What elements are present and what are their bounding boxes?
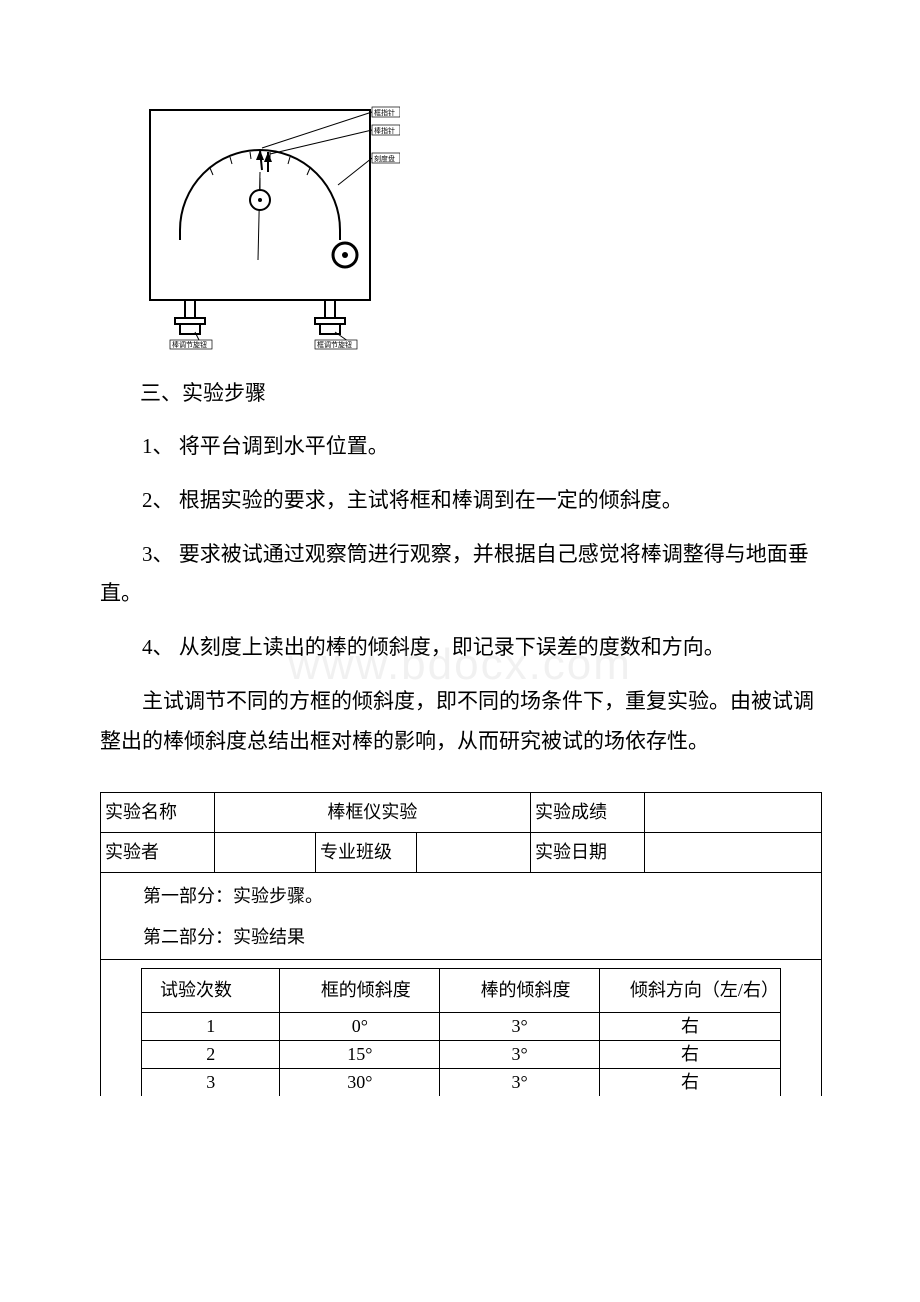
data-table: 试验次数 框的倾斜度 棒的倾斜度 倾斜方向（左/右） 1 0° 3° 右 2 1…	[141, 968, 781, 1096]
value-date	[644, 833, 821, 873]
cell-rod: 3°	[440, 1041, 600, 1069]
cell-frame: 0°	[280, 1013, 440, 1041]
label-exp-name: 实验名称	[101, 793, 215, 833]
label-class: 专业班级	[316, 833, 417, 873]
step-4: 4、 从刻度上读出的棒的倾斜度，即记录下误差的度数和方向。	[100, 628, 820, 668]
section-part2: 第二部分：实验结果	[101, 916, 822, 960]
cell-dir: 右	[599, 1013, 780, 1041]
step-1: 1、 将平台调到水平位置。	[100, 427, 820, 467]
label-dial: 刻度盘	[374, 154, 395, 163]
info-row-1: 实验名称 棒框仪实验 实验成绩	[101, 793, 822, 833]
label-date: 实验日期	[531, 833, 645, 873]
section-part1-row: 第一部分：实验步骤。	[101, 873, 822, 917]
label-experimenter: 实验者	[101, 833, 215, 873]
info-row-2: 实验者 专业班级 实验日期	[101, 833, 822, 873]
cell-frame: 30°	[280, 1069, 440, 1097]
table-row: 1 0° 3° 右	[142, 1013, 781, 1041]
cell-dir: 右	[599, 1041, 780, 1069]
value-experimenter	[214, 833, 315, 873]
value-exp-name: 棒框仪实验	[214, 793, 530, 833]
header-direction: 倾斜方向（左/右）	[599, 969, 780, 1013]
label-frame-pointer: 框指针	[374, 108, 395, 117]
cell-dir: 右	[599, 1069, 780, 1097]
data-table-container-row: 试验次数 框的倾斜度 棒的倾斜度 倾斜方向（左/右） 1 0° 3° 右 2 1…	[101, 960, 822, 1097]
cell-trial: 2	[142, 1041, 280, 1069]
value-score	[644, 793, 821, 833]
apparatus-figure: 框指针 棒指针 刻度盘 棒调节旋钮 框调节旋钮	[140, 100, 820, 355]
step-2: 2、 根据实验的要求，主试将框和棒调到在一定的倾斜度。	[100, 481, 820, 521]
table-row: 2 15° 3° 右	[142, 1041, 781, 1069]
header-rod-tilt: 棒的倾斜度	[440, 969, 600, 1013]
label-rod-knob: 棒调节旋钮	[172, 340, 207, 349]
cell-rod: 3°	[440, 1013, 600, 1041]
section-part2-row: 第二部分：实验结果	[101, 916, 822, 960]
table-row: 3 30° 3° 右	[142, 1069, 781, 1097]
label-rod-pointer: 棒指针	[374, 126, 395, 135]
header-frame-tilt: 框的倾斜度	[280, 969, 440, 1013]
section-part1: 第一部分：实验步骤。	[101, 873, 822, 917]
step-3: 3、 要求被试通过观察筒进行观察，并根据自己感觉将棒调整得与地面垂直。	[100, 535, 820, 615]
cell-trial: 3	[142, 1069, 280, 1097]
header-trial: 试验次数	[142, 969, 280, 1013]
summary-paragraph: 主试调节不同的方框的倾斜度，即不同的场条件下，重复实验。由被试调整出的棒倾斜度总…	[100, 682, 820, 762]
cell-rod: 3°	[440, 1069, 600, 1097]
data-header-row: 试验次数 框的倾斜度 棒的倾斜度 倾斜方向（左/右）	[142, 969, 781, 1013]
info-table: 实验名称 棒框仪实验 实验成绩 实验者 专业班级 实验日期 第一部分：实验步骤。…	[100, 792, 822, 1096]
cell-frame: 15°	[280, 1041, 440, 1069]
label-frame-knob: 框调节旋钮	[317, 340, 352, 349]
label-score: 实验成绩	[531, 793, 645, 833]
apparatus-svg: 框指针 棒指针 刻度盘 棒调节旋钮 框调节旋钮	[140, 100, 400, 350]
value-class	[417, 833, 531, 873]
section-heading: 三、实验步骤	[140, 375, 820, 413]
cell-trial: 1	[142, 1013, 280, 1041]
